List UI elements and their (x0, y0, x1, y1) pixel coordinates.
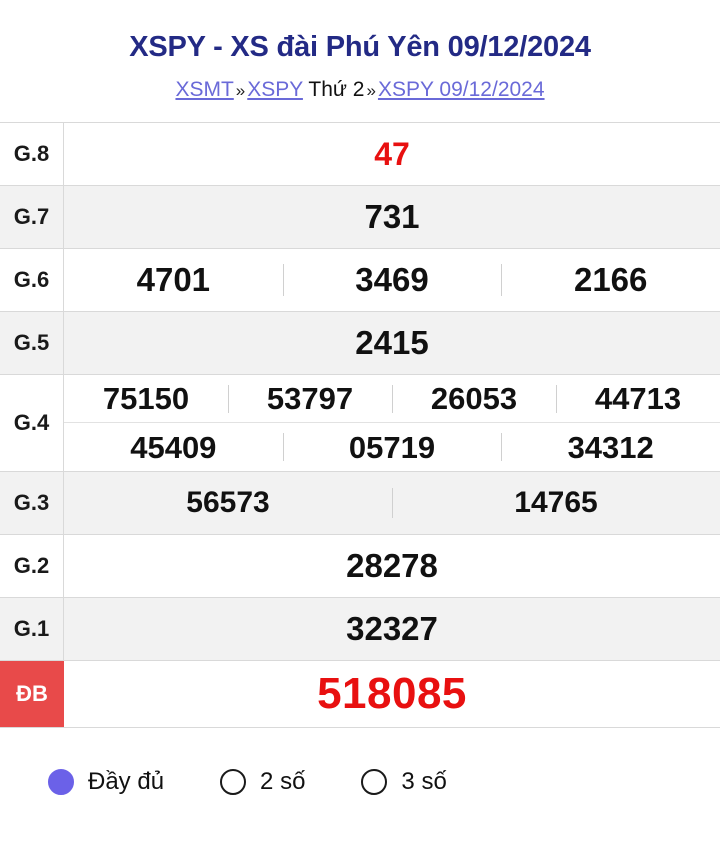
prize-value-g6-3: 2166 (501, 257, 720, 302)
row-label-g7: G.7 (0, 185, 64, 248)
table-row-g5: G.5 2415 (0, 311, 720, 375)
prize-value-g4-1: 75150 (102, 381, 190, 417)
prize-value-db-1: 518085 (317, 668, 467, 718)
page-header: XSPY - XS đài Phú Yên 09/12/2024 XSMT »XS… (0, 0, 720, 102)
results-table: G.8 47 G.7 731 G.6 4701 3469 2166 G.5 (0, 121, 720, 728)
option-label-two-digits: 2 số (260, 767, 306, 795)
radio-three-digits-icon[interactable] (361, 768, 388, 795)
prize-value-g3-1: 56573 (186, 485, 270, 519)
table-row-db: ĐB 518085 (0, 660, 720, 727)
table-row-g8: G.8 47 (0, 122, 720, 186)
row-values-g5: 2415 (64, 312, 720, 374)
breadcrumb-separator-1: » (235, 80, 246, 100)
radio-two-digits-icon[interactable] (220, 768, 247, 795)
row-values-g4-line2: 45409 05719 34312 (64, 422, 720, 471)
option-three-digits[interactable]: 3 số (361, 767, 447, 796)
table-row-g1: G.1 32327 (0, 597, 720, 661)
prize-value-g3-2: 14765 (392, 482, 720, 524)
table-row-g2: G.2 28278 (0, 534, 720, 598)
prize-value-g4-2: 53797 (228, 379, 392, 418)
prize-value-g4-3: 26053 (392, 379, 556, 418)
row-label-g6: G.6 (0, 248, 64, 311)
row-values-g4-line1: 75150 53797 26053 44713 (64, 375, 720, 423)
radio-full-icon[interactable] (48, 768, 74, 795)
row-values-g6: 4701 3469 2166 (64, 249, 720, 311)
table-row-g3: G.3 56573 14765 (0, 471, 720, 535)
prize-value-g8-1: 47 (374, 135, 410, 172)
row-values-g3: 56573 14765 (64, 472, 720, 534)
row-values-g2: 28278 (64, 535, 720, 597)
option-label-full: Đầy đủ (88, 767, 165, 795)
row-label-g3: G.3 (0, 471, 64, 534)
option-label-three-digits: 3 số (401, 767, 447, 795)
row-label-g1: G.1 (0, 597, 64, 660)
row-label-db: ĐB (0, 660, 64, 727)
breadcrumb: XSMT »XSPY Thứ 2 »XSPY 09/12/2024 (0, 77, 720, 102)
page-title: XSPY - XS đài Phú Yên 09/12/2024 (129, 31, 591, 63)
breadcrumb-separator-2: » (366, 80, 376, 100)
table-row-g7: G.7 731 (0, 185, 720, 249)
prize-value-g1-1: 32327 (346, 610, 438, 648)
row-values-g4: 75150 53797 26053 44713 45409 05719 3431… (64, 375, 720, 471)
prize-value-g2-1: 28278 (346, 547, 438, 585)
row-label-g5: G.5 (0, 311, 64, 374)
row-values-g7: 731 (64, 186, 720, 248)
prize-value-g6-2: 3469 (282, 257, 502, 302)
table-row-g6: G.6 4701 3469 2166 (0, 248, 720, 312)
display-mode-options: Đầy đủ 2 số 3 số (0, 768, 720, 796)
prize-value-g6-1: 4701 (136, 261, 211, 299)
option-two-digits[interactable]: 2 số (220, 768, 305, 796)
option-full[interactable]: Đầy đủ (48, 768, 164, 796)
prize-value-g4-5: 45409 (130, 429, 217, 465)
row-values-g1: 32327 (64, 598, 720, 660)
row-label-g8: G.8 (0, 122, 64, 185)
prize-value-g4-7: 34312 (501, 428, 720, 467)
prize-value-g7-1: 731 (364, 198, 420, 236)
row-values-db: 518085 (64, 661, 720, 727)
prize-value-g5-1: 2415 (355, 324, 429, 362)
breadcrumb-link-xsmt[interactable]: XSMT (175, 77, 234, 101)
breadcrumb-link-xspy[interactable]: XSPY (247, 77, 303, 101)
prize-value-g4-6: 05719 (282, 428, 502, 467)
prize-value-g4-4: 44713 (556, 379, 720, 418)
breadcrumb-link-xspy-date[interactable]: XSPY 09/12/2024 (377, 77, 545, 101)
row-values-g8: 47 (64, 123, 720, 185)
row-label-g4: G.4 (0, 374, 64, 471)
breadcrumb-weekday: Thứ 2 (308, 77, 365, 101)
table-row-g4: G.4 75150 53797 26053 44713 45409 05719 … (0, 374, 720, 472)
row-label-g2: G.2 (0, 534, 64, 597)
